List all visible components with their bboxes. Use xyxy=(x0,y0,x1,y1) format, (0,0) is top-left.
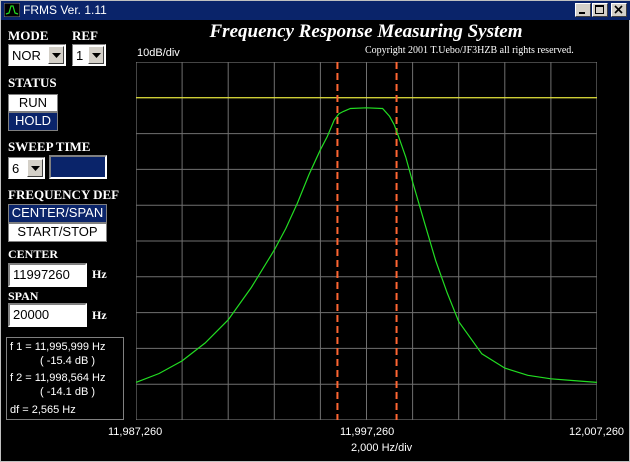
chevron-down-icon xyxy=(92,53,101,58)
x-scale-label: 2,000 Hz/div xyxy=(351,442,413,454)
start-stop-button[interactable]: START/STOP xyxy=(8,223,107,242)
status-label: STATUS xyxy=(8,75,57,90)
sweep-time-label: SWEEP TIME xyxy=(8,139,91,154)
span-unit: Hz xyxy=(92,308,107,322)
ref-select[interactable]: 1 xyxy=(72,44,106,66)
y-scale-label: 10dB/div xyxy=(137,47,180,59)
marker-f2-readout: f 2 = 11,998,564 Hz xyxy=(10,372,106,384)
frequency-response-plot[interactable] xyxy=(136,62,597,420)
center-frequency-input[interactable]: 11997260 xyxy=(8,263,87,287)
chevron-down-icon xyxy=(31,166,40,171)
marker-f1-readout: f 1 = 11,995,999 Hz xyxy=(10,341,106,353)
span-frequency-input[interactable]: 20000 xyxy=(8,303,87,327)
app-icon xyxy=(4,3,20,17)
marker-df-readout: df = 2,565 Hz xyxy=(10,404,76,416)
app-title: Frequency Response Measuring System xyxy=(209,21,523,42)
mode-select[interactable]: NOR xyxy=(8,44,66,66)
hold-button[interactable]: HOLD xyxy=(8,112,58,131)
run-button[interactable]: RUN xyxy=(8,94,58,112)
x-tick-label-stop: 12,007,260 xyxy=(569,426,625,438)
sweep-dropdown-button[interactable] xyxy=(27,159,43,177)
x-tick-label-center: 11,997,260 xyxy=(340,426,395,438)
mode-dropdown-button[interactable] xyxy=(48,46,64,64)
ref-value: 1 xyxy=(76,48,84,63)
marker-readout-panel: f 1 = 11,995,999 Hz ( -15.4 dB ) f 2 = 1… xyxy=(6,337,124,420)
title-bar[interactable]: FRMS Ver. 1.11 xyxy=(1,1,630,20)
marker-f1-level: ( -15.4 dB ) xyxy=(40,355,96,367)
maximize-icon xyxy=(595,5,604,14)
center-label: CENTER xyxy=(8,247,59,261)
minimize-button[interactable] xyxy=(575,3,591,17)
window-title: FRMS Ver. 1.11 xyxy=(23,3,107,17)
response-trace xyxy=(136,107,597,383)
close-icon xyxy=(614,5,623,14)
minimize-icon xyxy=(579,12,585,14)
marker-f2-level: ( -14.1 dB ) xyxy=(40,386,96,398)
sweep-progress-indicator xyxy=(49,155,107,179)
frequency-def-label: FREQUENCY DEF xyxy=(8,187,120,202)
ref-label: REF xyxy=(72,28,98,43)
close-button[interactable] xyxy=(611,3,627,17)
maximize-button[interactable] xyxy=(592,3,608,17)
sweep-time-select[interactable]: 6 xyxy=(8,157,45,179)
center-span-button[interactable]: CENTER/SPAN xyxy=(8,204,107,223)
span-label: SPAN xyxy=(8,289,39,303)
x-tick-label-start: 11,987,260 xyxy=(108,426,163,438)
chevron-down-icon xyxy=(52,53,61,58)
ref-dropdown-button[interactable] xyxy=(88,46,104,64)
mode-value: NOR xyxy=(12,48,41,63)
center-unit: Hz xyxy=(92,267,107,281)
sweep-time-value: 6 xyxy=(12,161,20,176)
mode-label: MODE xyxy=(8,28,49,43)
copyright-text: Copyright 2001 T.Uebo/JF3HZB all rights … xyxy=(365,45,574,56)
